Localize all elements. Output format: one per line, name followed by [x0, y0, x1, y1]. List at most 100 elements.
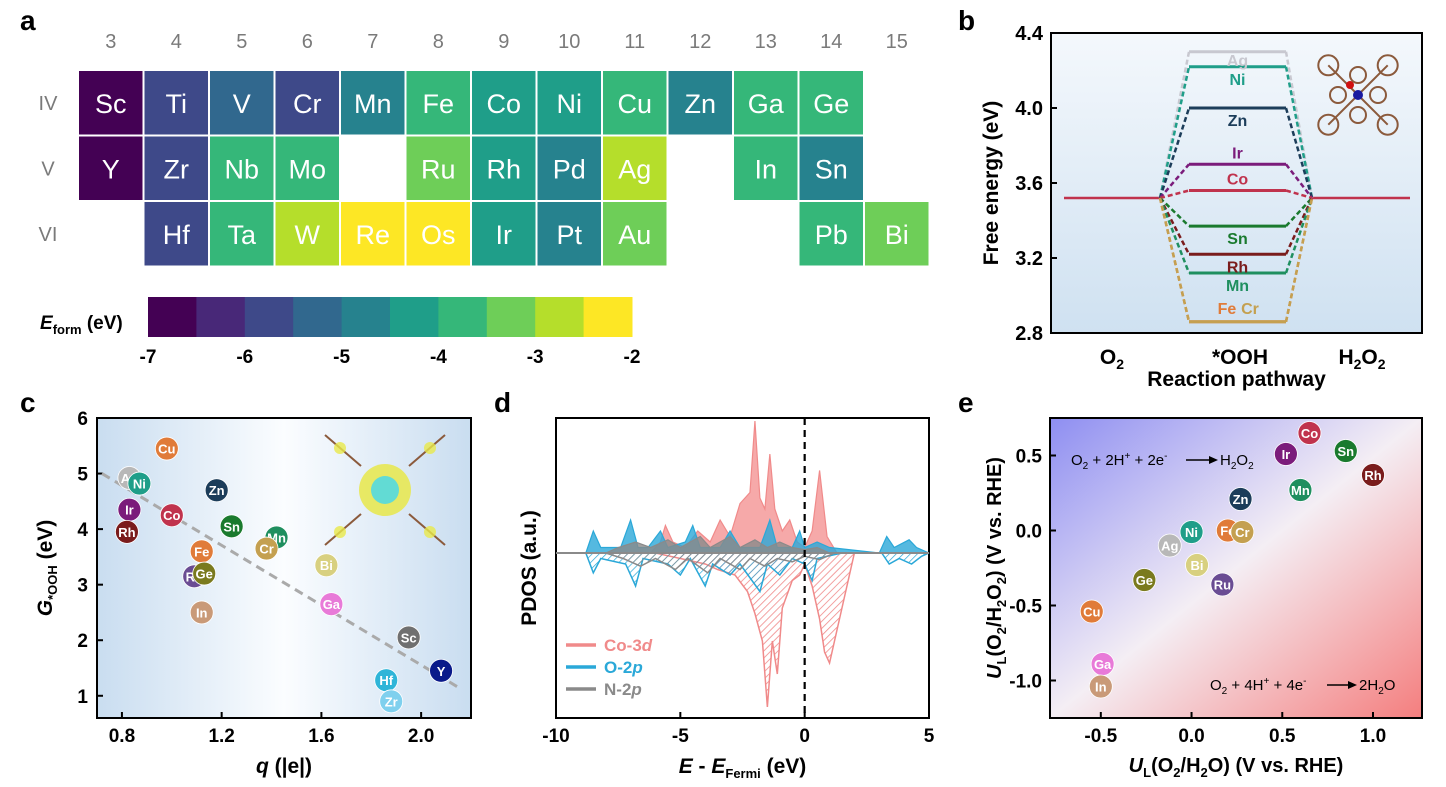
- connector-dashed: [1159, 197, 1190, 228]
- colorbar-segment: [486, 297, 536, 337]
- connector-dashed: [1158, 197, 1191, 274]
- colorbar-segment: [341, 297, 391, 337]
- point-label: Cu: [1083, 605, 1100, 620]
- x-category-label: *OOH: [1212, 346, 1268, 369]
- scatter-point: [1361, 463, 1385, 487]
- y-tick-label: 3.6: [1015, 173, 1043, 195]
- point-label: Ni: [133, 477, 146, 492]
- connector-dashed: [1285, 163, 1313, 199]
- phenyl-ring: [1376, 54, 1399, 77]
- scatter-point: [115, 519, 139, 544]
- element-symbol: Pt: [556, 220, 582, 250]
- element-cell: [341, 71, 405, 135]
- series-label: Rh: [1227, 259, 1248, 276]
- group-number-label: 5: [236, 31, 247, 53]
- element-symbol: Ru: [421, 154, 456, 184]
- scatter-point: [254, 536, 279, 561]
- plot-area: [96, 417, 472, 719]
- element-cell: [275, 136, 339, 200]
- point-label: Rh: [118, 525, 135, 540]
- point-label: Co: [163, 508, 180, 523]
- point-label: Cr: [1235, 525, 1249, 540]
- period-label: VI: [39, 224, 58, 246]
- x-tick-label: 1.6: [308, 726, 334, 747]
- point-label: Ir: [125, 503, 134, 518]
- element-cell: [79, 136, 143, 200]
- element-symbol: Pd: [553, 154, 586, 184]
- y-tick-label: 4: [77, 520, 88, 541]
- element-cell: [799, 71, 863, 135]
- colorbar-segment: [196, 297, 246, 337]
- element-symbol: Ir: [496, 220, 513, 250]
- point-label: Y: [437, 664, 446, 679]
- element-symbol: Bi: [885, 220, 909, 250]
- scatter-point: [1333, 439, 1358, 463]
- group-number-label: 7: [367, 31, 378, 53]
- element-cell: [734, 136, 798, 200]
- scatter-point: [204, 478, 229, 503]
- colorbar-tick-label: -7: [140, 347, 157, 368]
- point-label: Ag: [1161, 539, 1178, 554]
- x-axis-label: Reaction pathway: [1147, 368, 1326, 391]
- x-tick-label: -10: [542, 726, 569, 747]
- colorbar-label: Eform (eV): [40, 313, 123, 337]
- y-axis-label: G*OOH (eV): [34, 520, 60, 617]
- period-label: V: [41, 158, 55, 180]
- colorbar-segment: [293, 297, 343, 337]
- element-cell: [865, 202, 929, 266]
- element-cell: [210, 71, 274, 135]
- panel-label-b: b: [958, 5, 975, 36]
- x-axis-label: E - EFermi (eV): [679, 755, 807, 781]
- group-number-label: 3: [105, 31, 116, 53]
- panel-label-e: e: [958, 387, 974, 418]
- element-symbol: Ti: [166, 89, 188, 119]
- element-cell: [210, 136, 274, 200]
- panel-d-pdos: -10 -5 0 5 E - EFermi (eV) PDOS (a.u.) Co-3d O-…: [518, 417, 935, 781]
- element-cell: [734, 71, 798, 135]
- annotation-top-lhs: O2 + 2H+ + 2e-: [1071, 451, 1167, 472]
- y-axis-label: Free energy (eV): [980, 101, 1003, 266]
- x-axis-label: q (|e|): [256, 755, 312, 778]
- point-label: Hf: [379, 673, 393, 688]
- series-label: Ag: [1227, 53, 1248, 70]
- scatter-point: [314, 553, 339, 578]
- annotation-top-arrowhead: [1209, 456, 1218, 464]
- scatter-point: [1228, 487, 1253, 511]
- scatter-point: [1132, 568, 1157, 592]
- connector-dashed: [1285, 189, 1313, 200]
- colorbar-segment: [535, 297, 585, 337]
- connector-dashed: [1284, 51, 1314, 199]
- element-cell: [537, 71, 601, 135]
- point-label: Bi: [320, 558, 333, 573]
- panel-label-d: d: [494, 387, 511, 418]
- series-label: Mn: [1226, 278, 1249, 295]
- colorbar-segment: [438, 297, 488, 337]
- colorbar-tick-label: -3: [527, 347, 544, 368]
- connector-dashed: [1285, 197, 1313, 227]
- scatter-point: [319, 592, 344, 617]
- point-label: Cu: [158, 442, 175, 457]
- element-cell: [406, 136, 470, 200]
- element-symbol: V: [233, 89, 251, 119]
- element-symbol: Hf: [163, 220, 190, 250]
- element-symbol: Os: [421, 220, 456, 250]
- point-label: Ni: [1185, 525, 1198, 540]
- isosurface-lobe: [424, 526, 436, 538]
- element-symbol: In: [754, 154, 777, 184]
- pdos-spin-down: [556, 552, 929, 574]
- bond: [1327, 64, 1359, 96]
- element-symbol: Co: [486, 89, 521, 119]
- y-tick-label: 4.4: [1015, 23, 1044, 45]
- point-label: Zn: [209, 483, 225, 498]
- point-label: Ir: [1282, 447, 1291, 462]
- group-number-label: 8: [433, 31, 444, 53]
- element-symbol: Mo: [288, 154, 326, 184]
- point-label: Zn: [1233, 492, 1249, 507]
- scatter-point: [219, 514, 244, 539]
- legend-label: O-2p: [604, 658, 643, 677]
- element-cell: [603, 71, 667, 135]
- element-symbol: Nb: [224, 154, 259, 184]
- element-symbol: Ag: [618, 154, 651, 184]
- bond: [1357, 64, 1389, 96]
